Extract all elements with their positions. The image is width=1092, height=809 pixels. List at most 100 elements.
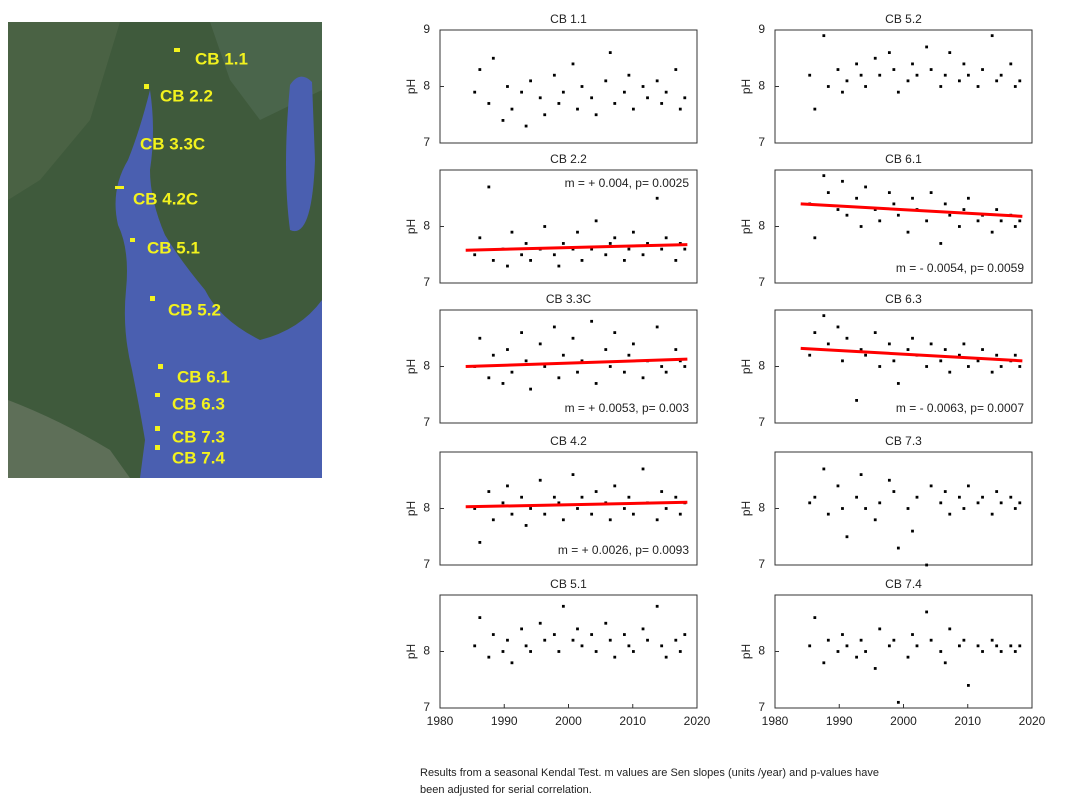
map-marker [155,426,160,431]
data-point [977,85,980,88]
data-point [604,79,607,82]
data-point [502,382,505,385]
figure: CB 1.1 CB 2.2 CB 3.3C CB 4.2C CB 5.1 CB … [0,0,1092,804]
y-axis-label: pH [404,644,418,659]
data-point [813,496,816,499]
data-point [553,633,556,636]
data-point [981,68,984,71]
data-point [660,644,663,647]
data-point [930,639,933,642]
data-point [576,108,579,111]
panel: CB 1.1pH789 [404,12,697,149]
data-point [557,265,560,268]
data-point [948,371,951,374]
data-point [492,518,495,521]
data-point [604,622,607,625]
data-point [525,125,528,128]
data-point [581,496,584,499]
y-tick-label: 8 [423,359,430,373]
y-axis-label: pH [404,219,418,234]
data-point [683,633,686,636]
panel-title: CB 7.4 [885,577,922,591]
data-point [939,650,942,653]
data-point [627,74,630,77]
data-point [1014,85,1017,88]
data-point [977,219,980,222]
data-point [939,242,942,245]
data-point [609,518,612,521]
data-point [958,496,961,499]
data-point [595,219,598,222]
data-point [506,85,509,88]
data-point [557,650,560,653]
data-point [897,547,900,550]
data-point [572,639,575,642]
data-point [642,253,645,256]
data-point [892,203,895,206]
data-point [888,51,891,54]
x-tick-label: 2000 [890,714,917,728]
data-point [665,656,668,659]
data-point [656,605,659,608]
data-point [925,611,928,614]
data-point [1018,501,1021,504]
plot-frame [775,30,1032,143]
map-marker [144,84,149,89]
data-point [502,650,505,653]
data-point [1000,365,1003,368]
x-tick-label: 2020 [1019,714,1046,728]
data-point [492,354,495,357]
panel: CB 6.1pH78m = - 0.0054, p= 0.0059 [739,152,1032,289]
data-point [632,650,635,653]
data-point [846,214,849,217]
map-marker [158,364,163,369]
data-point [878,74,881,77]
data-point [874,331,877,334]
data-point [967,485,970,488]
data-point [1018,219,1021,222]
data-point [478,236,481,239]
data-point [581,259,584,262]
data-point [944,490,947,493]
y-tick-label: 8 [423,644,430,658]
data-point [539,96,542,99]
data-point [1000,74,1003,77]
data-point [981,348,984,351]
data-point [958,225,961,228]
data-point [995,208,998,211]
data-point [632,343,635,346]
data-point [991,513,994,516]
data-point [487,102,490,105]
data-point [1000,650,1003,653]
y-tick-label: 7 [423,700,430,714]
data-point [627,644,630,647]
data-point [520,253,523,256]
data-point [478,616,481,619]
data-point [944,203,947,206]
data-point [595,650,598,653]
data-point [520,628,523,631]
data-point [525,524,528,527]
data-point [827,343,830,346]
map-label: CB 3.3C [140,134,205,153]
data-point [543,113,546,116]
map-label: CB 5.1 [147,238,200,257]
panel-title: CB 3.3C [546,292,592,306]
data-point [506,639,509,642]
data-point [473,91,476,94]
data-point [609,365,612,368]
data-point [911,633,914,636]
data-point [674,348,677,351]
data-point [543,513,546,516]
data-point [511,231,514,234]
y-tick-label: 8 [758,359,765,373]
data-point [502,501,505,504]
data-point [553,74,556,77]
data-point [855,197,858,200]
caption: been adjusted for serial correlation. [420,784,592,796]
map-label: CB 7.3 [172,427,225,446]
data-point [827,85,830,88]
data-point [656,79,659,82]
data-point [907,507,910,510]
